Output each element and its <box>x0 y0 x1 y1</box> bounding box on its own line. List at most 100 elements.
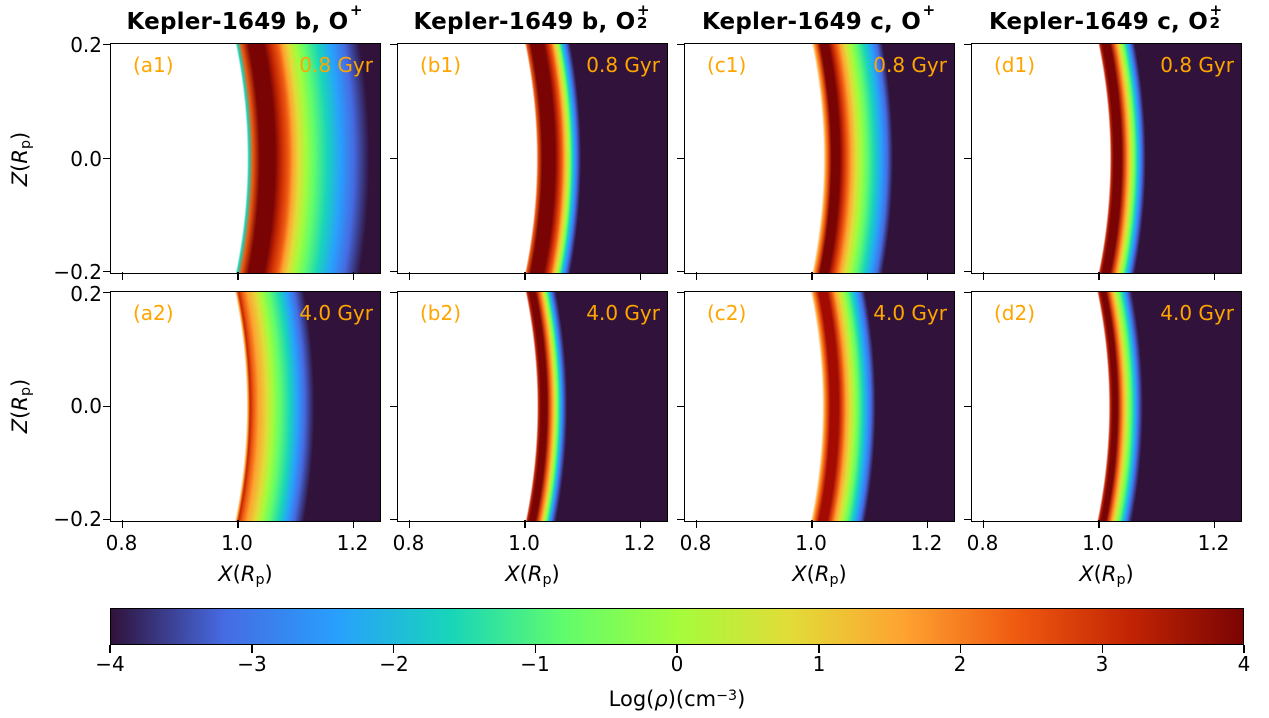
column-title-kepler-c-o: Kepler-1649 c, O + <box>684 1 955 35</box>
x-axis-tick-mark <box>926 272 929 280</box>
x-axis-tick-mark <box>982 520 985 528</box>
z-axis-label-row1: Z(Rp) <box>8 132 34 186</box>
radius-subscript: p <box>17 386 34 397</box>
colorbar-tick-label: −2 <box>379 652 409 676</box>
radius-symbol: R <box>8 149 32 164</box>
colorbar-tick-label: −3 <box>237 652 267 676</box>
z-tick-label: 0.0 <box>70 394 102 418</box>
heatmap-panel-a2: (a2) 4.0 Gyr <box>103 291 381 528</box>
z-axis-tick-mark <box>677 270 684 273</box>
panel-label: (c1) <box>707 53 747 77</box>
ion-subsup: +2 <box>1208 1 1224 31</box>
z-axis-tick-mark <box>103 291 110 294</box>
z-tick-label: 0.2 <box>70 282 102 306</box>
rho-symbol: ρ <box>654 687 668 711</box>
panel-age-label: 4.0 Gyr <box>299 301 373 325</box>
colorbar-tick-mark <box>676 645 678 653</box>
exponent-superscript: −3 <box>716 687 738 704</box>
x-axis-tick-mark <box>352 272 355 280</box>
heatmap-panel-b2: (b2) 4.0 Gyr <box>390 291 668 528</box>
panel-age-label: 0.8 Gyr <box>873 53 947 77</box>
x-tick-label: 1.2 <box>910 531 943 555</box>
heatmap-panel-b1: (b1) 0.8 Gyr <box>390 43 668 280</box>
x-axis-tick-mark <box>639 520 642 528</box>
colorbar-tick-mark <box>109 645 111 653</box>
paren: ( <box>1093 562 1102 586</box>
column-title-text: Kepler-1649 c, O <box>988 9 1208 35</box>
colorbar-tick-mark <box>1101 645 1103 653</box>
radius-symbol: R <box>8 396 32 411</box>
x-axis-tick-mark <box>695 520 698 528</box>
paren: ( <box>232 562 241 586</box>
z-axis-tick-mark <box>103 157 110 160</box>
column-title-kepler-b-o: Kepler-1649 b, O + <box>110 1 381 35</box>
ion-charge-superscript: + <box>636 1 650 20</box>
x-axis-tick-mark <box>1213 520 1216 528</box>
ion-charge-superscript: + <box>922 1 936 20</box>
radius-symbol: R <box>814 562 830 586</box>
heatmap-panel-a1: (a1) 0.8 Gyr <box>103 43 381 280</box>
column-title-text: Kepler-1649 b, O <box>413 9 636 35</box>
colorbar-label: Log(ρ)(cm−3) <box>110 687 1244 711</box>
x-tick-label: 0.8 <box>392 531 425 555</box>
paren: ( <box>519 562 528 586</box>
ion-subsup: + <box>348 1 364 29</box>
x-axis-label: X(Rp) <box>397 562 668 588</box>
x-tick-label: 0.8 <box>105 531 138 555</box>
colorbar-tick-label: 1 <box>812 652 826 676</box>
z-tick-label: 0.0 <box>70 147 102 171</box>
x-axis-tick-mark <box>926 520 929 528</box>
radius-subscript: p <box>829 571 839 588</box>
z-axis-tick-mark <box>677 291 684 294</box>
heatmap-panel-c2: (c2) 4.0 Gyr <box>677 291 955 528</box>
panel-age-label: 4.0 Gyr <box>586 301 660 325</box>
x-tick-label: 1.0 <box>1082 531 1114 555</box>
x-tick-label: 1.0 <box>221 531 253 555</box>
column-title-text: Kepler-1649 b, O <box>126 9 349 35</box>
heatmap-panel-d1: (d1) 0.8 Gyr <box>964 43 1242 280</box>
x-axis-label: X(Rp) <box>971 562 1242 588</box>
panel-age-label: 4.0 Gyr <box>873 301 947 325</box>
ion-charge-superscript: + <box>1209 1 1223 20</box>
x-axis-tick-mark <box>982 272 985 280</box>
x-tick-label: 1.0 <box>795 531 827 555</box>
z-axis-tick-mark <box>677 157 684 160</box>
radius-symbol: R <box>527 562 543 586</box>
panel-label: (a2) <box>133 301 174 325</box>
paren: ) <box>8 378 32 387</box>
colorbar-tick-mark <box>1243 645 1245 653</box>
z-axis-tick-mark <box>964 518 971 521</box>
colorbar-label-text: Log( <box>608 687 655 711</box>
z-axis-tick-mark <box>103 518 110 521</box>
x-tick-label: 1.2 <box>336 531 369 555</box>
panel-label: (b2) <box>420 301 462 325</box>
x-axis-tick-mark <box>408 272 411 280</box>
z-axis-tick-mark <box>103 405 110 408</box>
colorbar-label-text: ) <box>737 687 746 711</box>
colorbar-tick-mark <box>818 645 820 653</box>
z-axis-tick-mark <box>390 291 397 294</box>
x-axis-tick-mark <box>524 520 526 528</box>
radius-subscript: p <box>542 571 552 588</box>
z-axis-tick-mark <box>390 43 397 46</box>
paren: ( <box>8 163 32 172</box>
colorbar-tick-label: 0 <box>670 652 684 676</box>
x-tick-label: 0.8 <box>679 531 712 555</box>
x-axis-tick-mark <box>1213 272 1216 280</box>
x-axis-label: X(Rp) <box>110 562 381 588</box>
panel-age-label: 0.8 Gyr <box>1160 53 1234 77</box>
z-axis-tick-mark <box>390 157 397 160</box>
x-axis-tick-mark <box>121 272 124 280</box>
panel-label: (d2) <box>994 301 1036 325</box>
radius-subscript: p <box>255 571 265 588</box>
x-axis-variable: X <box>792 562 807 586</box>
z-axis-tick-mark <box>103 43 110 46</box>
colorbar-tick-mark <box>534 645 536 653</box>
z-axis-variable: Z <box>8 418 32 434</box>
radius-subscript: p <box>1116 571 1126 588</box>
x-axis-tick-mark <box>408 520 411 528</box>
paren: ) <box>551 562 560 586</box>
heatmap-panel-c1: (c1) 0.8 Gyr <box>677 43 955 280</box>
paren: ( <box>8 410 32 419</box>
